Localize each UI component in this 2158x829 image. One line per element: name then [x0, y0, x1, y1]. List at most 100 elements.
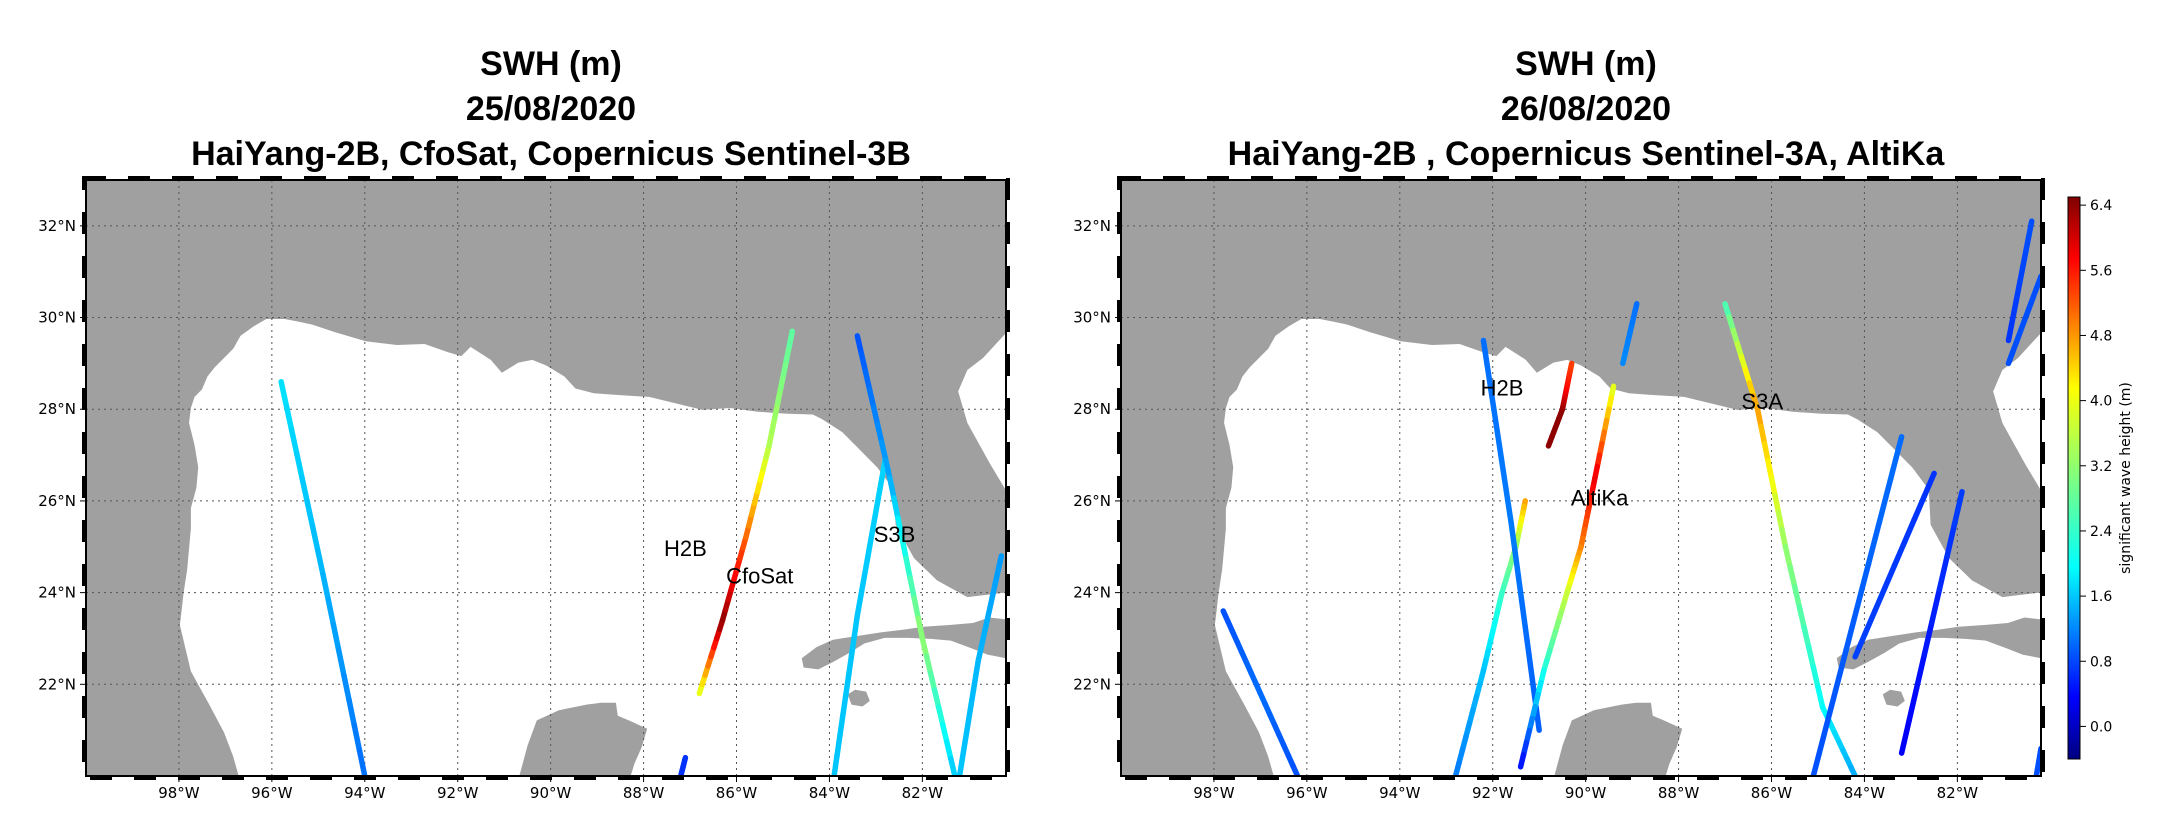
swh-segment: [907, 575, 917, 602]
swh-segment: [351, 722, 363, 754]
swh-segment: [1832, 646, 1850, 694]
track-cfosat: [831, 456, 888, 776]
swh-segment: [1796, 604, 1807, 630]
swh-segment: [1487, 383, 1497, 412]
swh-segment: [1791, 584, 1803, 610]
swh-segment: [1852, 631, 1868, 660]
lon-tick-label: 88°W: [623, 784, 665, 802]
right-title-line-1: SWH (m): [1515, 45, 1657, 83]
swh-segment: [1862, 608, 1878, 637]
swh-segment: [858, 573, 868, 599]
swh-segment: [1891, 539, 1908, 568]
colorbar-tick-label: 5.6: [2090, 263, 2112, 279]
swh-segment: [786, 328, 796, 349]
lon-tick-label: 90°W: [1565, 784, 1607, 802]
swh-segment: [1515, 572, 1525, 604]
track-cfosat: [956, 553, 1005, 776]
lon-tick-label: 96°W: [251, 784, 293, 802]
swh-segment: [854, 333, 865, 357]
swh-segment: [1906, 684, 1920, 724]
swh-segment: [899, 535, 909, 561]
swh-segment: [278, 378, 290, 409]
swh-segment: [939, 721, 950, 745]
swh-segment: [848, 632, 858, 659]
swh-segment: [1843, 603, 1861, 652]
swh-segment: [1929, 587, 1943, 626]
lon-tick-label: 94°W: [344, 784, 386, 802]
swh-segment: [1787, 564, 1798, 590]
track-annotation: CfoSat: [726, 563, 793, 588]
colorbar-tick-label: 3.2: [2090, 459, 2112, 475]
swh-segment: [1865, 518, 1883, 567]
swh-segment: [1782, 544, 1793, 570]
track-cfosat: [278, 378, 368, 776]
swh-segment: [1815, 684, 1826, 710]
swh-segment: [1517, 752, 1527, 770]
swh-segment: [320, 571, 331, 603]
lat-tick-label: 30°N: [38, 309, 76, 327]
swh-segment: [861, 554, 871, 580]
swh-segment: [935, 704, 946, 728]
map-frame-dashes: [82, 176, 1010, 780]
right-title-line-2: 26/08/2020: [1500, 90, 1672, 128]
lat-tick-label: 24°N: [38, 584, 76, 602]
colorbar-tick-label: 4.8: [2090, 328, 2112, 344]
swh-segment: [1761, 440, 1771, 464]
swh-segment: [1779, 526, 1789, 550]
swh-segment: [1754, 406, 1764, 430]
right-title-line-3: HaiYang-2B , Copernicus Sentinel-3A, Alt…: [1227, 135, 1945, 173]
swh-segment: [891, 495, 901, 521]
lat-tick-label: 28°N: [38, 400, 76, 418]
swh-segment: [1872, 585, 1888, 614]
swh-segment: [299, 475, 311, 505]
track-h2b: [696, 328, 796, 697]
swh-segment: [911, 595, 922, 622]
swh-segment: [1775, 509, 1785, 533]
lon-tick-label: 90°W: [530, 784, 572, 802]
lat-tick-label: 22°N: [38, 675, 76, 693]
swh-segment: [927, 670, 938, 693]
swh-segment: [887, 475, 897, 501]
swh-segment: [1848, 764, 1858, 776]
swh-segment: [842, 672, 852, 699]
track-other: [1852, 470, 1937, 660]
left-title-line-2: 25/08/2020: [465, 90, 637, 128]
swh-segment: [1944, 521, 1958, 560]
swh-segment: [874, 421, 885, 446]
swh-segment: [1921, 470, 1937, 500]
swh-segment: [845, 652, 855, 679]
swh-segment: [919, 635, 930, 659]
lon-tick-label: 82°W: [902, 784, 944, 802]
lon-tick-label: 92°W: [437, 784, 479, 802]
swh-segment: [346, 697, 358, 729]
swh-segment: [895, 515, 905, 541]
swh-segment: [948, 756, 958, 776]
map-panel-2: 98°W 96°W 94°W 92°W 90°W 88°W 86°W 84°W 82°W 22°N…: [1073, 176, 2045, 802]
swh-segment: [851, 612, 861, 639]
swh-segment: [862, 368, 873, 392]
swh-segment: [1901, 516, 1918, 545]
track-other: [2005, 218, 2035, 344]
colorbar-tick-label: 0.8: [2090, 654, 2112, 670]
swh-segment: [1882, 562, 1898, 591]
swh-segment: [1498, 452, 1508, 481]
swh-segment: [875, 476, 885, 502]
swh-segment: [294, 451, 305, 481]
track-other: [1810, 433, 1905, 776]
swh-segment: [1805, 644, 1817, 670]
swh-segment: [1898, 717, 1912, 756]
lon-tick-label: 82°W: [1937, 784, 1979, 802]
colorbar: 0.0 0.8 1.6 2.4 3.2 4.0 4.8 5.6 6.4 significant …: [2067, 196, 2134, 760]
swh-segment: [1491, 406, 1501, 435]
swh-segment: [341, 672, 352, 704]
swh-segment: [1936, 554, 1950, 593]
track-s3b: [854, 333, 958, 776]
track-annotation: S3B: [874, 522, 916, 547]
swh-segment: [1452, 760, 1462, 776]
colorbar-gradient: [2067, 196, 2081, 760]
swh-segment: [1876, 476, 1894, 525]
left-title-line-3: HaiYang-2B, CfoSat, Copernicus Sentinel-…: [191, 135, 911, 173]
swh-segment: [837, 713, 846, 739]
swh-segment: [1501, 475, 1511, 504]
